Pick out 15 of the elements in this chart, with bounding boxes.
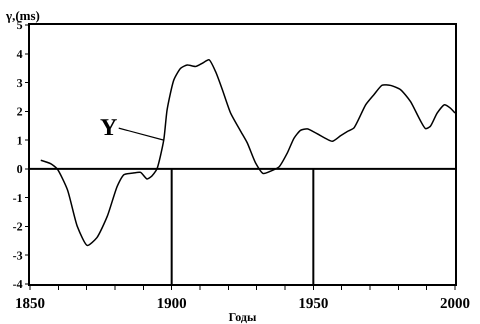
y-tick-label: 1	[16, 133, 23, 148]
annotation: Y	[100, 115, 118, 141]
x-tick-label: 1850	[15, 296, 45, 312]
y-tick-label: -3	[12, 248, 23, 262]
x-axis-title: Годы	[228, 310, 257, 324]
y-tick-label: -1	[12, 190, 23, 205]
x-tick-label: 2000	[440, 296, 470, 312]
x-tick-label: 1950	[298, 296, 328, 312]
y-tick-label: -4	[12, 277, 23, 292]
y-tick-label: -2	[12, 220, 23, 234]
y-tick-label: 4	[16, 46, 23, 61]
y-tick-label: 2	[16, 104, 23, 119]
y-tick-label: 0	[16, 162, 23, 176]
x-tick-label: 1900	[156, 296, 187, 312]
y-tick-label: 3	[16, 76, 23, 90]
